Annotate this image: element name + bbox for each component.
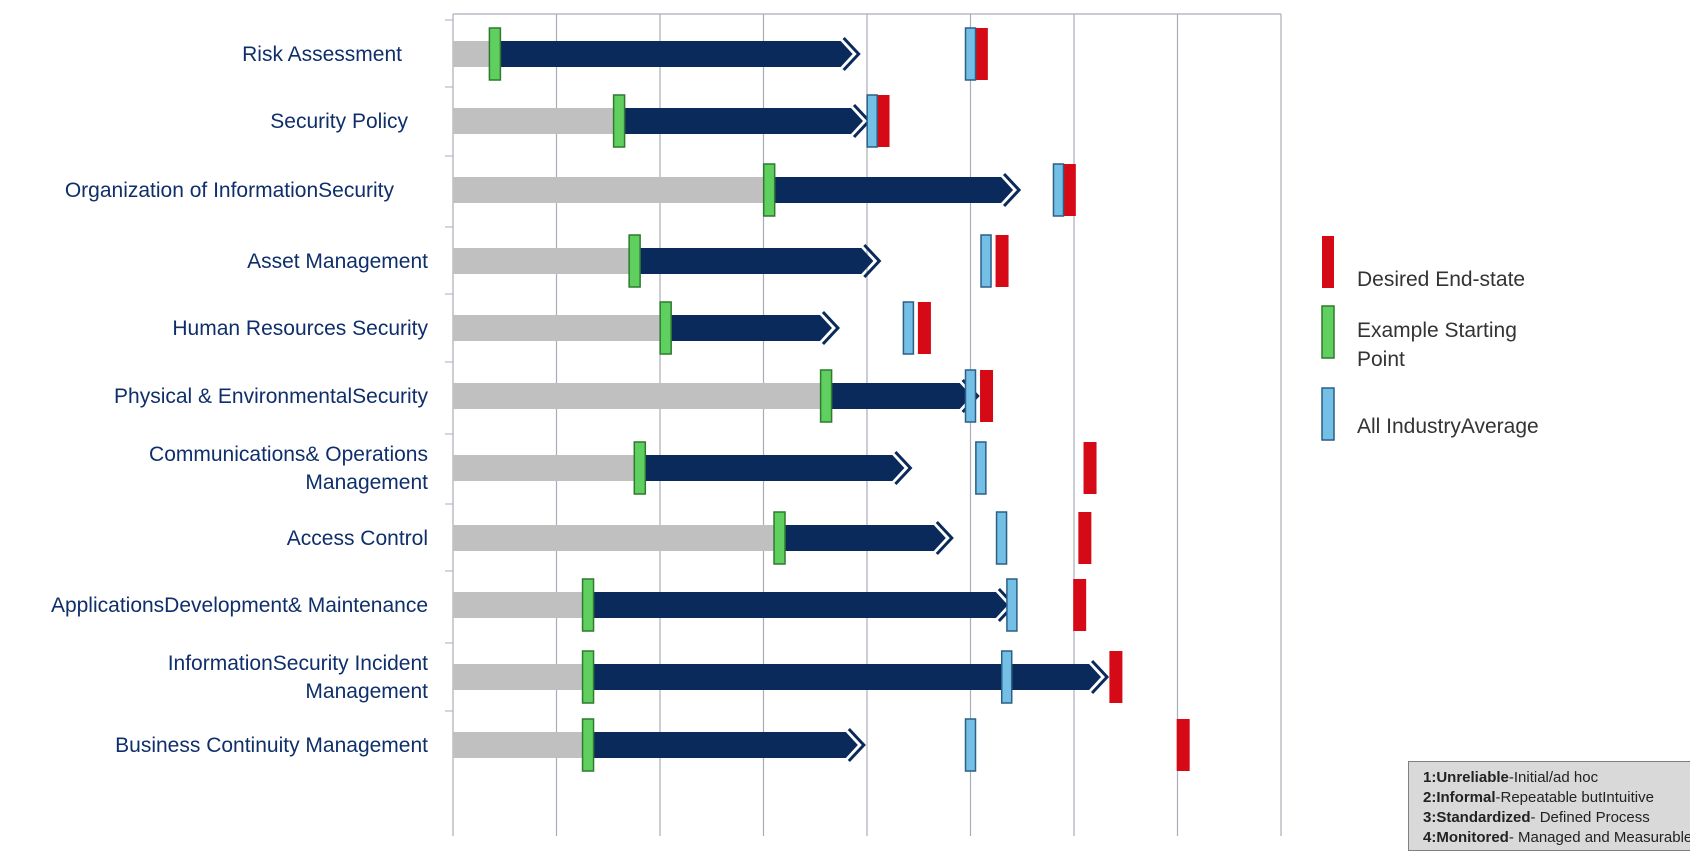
industry-average-marker: [964, 27, 977, 81]
category-label: Business Continuity Management: [115, 734, 428, 757]
legend-label: Point: [1357, 348, 1405, 371]
baseline-bar: [453, 41, 495, 67]
scale-note: 4:Monitored- Managed and Measurable: [1423, 829, 1690, 846]
legend-label: Example Starting: [1357, 319, 1517, 342]
progress-arrow-tip: [1090, 659, 1110, 695]
legend-swatch: [1322, 236, 1334, 288]
baseline-bar: [453, 383, 826, 409]
progress-arrow-tip: [894, 450, 913, 486]
starting-point-marker: [633, 441, 647, 495]
starting-point-marker: [628, 234, 641, 288]
legend-swatch: [1321, 305, 1335, 359]
desired-end-state-marker: [876, 95, 890, 147]
starting-point-marker: [659, 301, 672, 355]
scale-note: 2:Informal-Repeatable butIntuitive: [1423, 789, 1654, 806]
starting-point-marker: [581, 718, 595, 772]
baseline-bar: [453, 664, 588, 690]
category-label: Access Control: [287, 527, 428, 550]
progress-arrow-tip: [863, 243, 882, 279]
progress-arrow: [825, 383, 972, 409]
desired-end-state-marker: [980, 370, 994, 422]
category-label: Human Resources Security: [172, 317, 428, 340]
category-label: Communications& Operations: [149, 443, 428, 466]
progress-arrow-tip: [935, 520, 954, 556]
desired-end-state-marker: [1176, 719, 1190, 771]
progress-arrow-tip: [842, 36, 861, 72]
baseline-bar: [453, 525, 780, 551]
progress-arrow: [494, 41, 853, 67]
progress-arrow: [587, 664, 1102, 690]
baseline-bar: [453, 108, 619, 134]
maturity-scale-box: 1:Unreliable-Initial/ad hoc 2:Informal-R…: [1408, 761, 1690, 851]
desired-end-state-marker: [1073, 579, 1087, 631]
progress-arrow-tip: [821, 310, 841, 346]
industry-average-marker: [995, 511, 1008, 565]
category-label: Management: [305, 680, 428, 703]
desired-end-state-marker: [1062, 164, 1076, 216]
starting-point-marker: [581, 578, 595, 632]
industry-average-marker: [1000, 650, 1013, 704]
baseline-bar: [453, 177, 769, 203]
progress-arrow: [665, 315, 832, 341]
desired-end-state-marker: [1083, 442, 1097, 494]
progress-arrow: [634, 248, 874, 274]
desired-end-state-marker: [1078, 512, 1092, 564]
baseline-bar: [453, 248, 635, 274]
industry-average-marker: [980, 234, 992, 288]
category-label: Management: [305, 471, 428, 494]
desired-end-state-marker: [974, 28, 988, 80]
desired-end-state-marker: [1109, 651, 1123, 703]
bars: [453, 27, 1190, 772]
starting-point-marker: [819, 369, 833, 423]
progress-arrow-tip: [847, 727, 866, 763]
scale-note: 3:Standardized- Defined Process: [1423, 809, 1650, 826]
legend: Desired End-state Example Starting Point Al…: [1321, 236, 1539, 441]
category-label: Physical & EnvironmentalSecurity: [114, 385, 428, 408]
category-label: Security Policy: [270, 110, 408, 133]
desired-end-state-marker: [995, 235, 1009, 287]
scale-note: 1:Unreliable-Initial/ad hoc: [1423, 769, 1599, 786]
grid: [445, 13, 1282, 836]
progress-arrow: [587, 732, 858, 758]
desired-end-state-marker: [917, 302, 931, 354]
baseline-bar: [453, 592, 588, 618]
progress-arrow-tip: [1002, 172, 1022, 208]
category-label: Organization of InformationSecurity: [65, 179, 395, 202]
category-label: InformationSecurity Incident: [168, 652, 428, 675]
starting-point-marker: [762, 163, 776, 217]
baseline-bar: [453, 455, 640, 481]
industry-average-marker: [1006, 578, 1018, 632]
progress-arrow: [779, 525, 946, 551]
category-label: ApplicationsDevelopment& Maintenance: [51, 594, 428, 617]
industry-average-marker: [964, 718, 977, 772]
progress-arrow: [768, 177, 1014, 203]
legend-label: Desired End-state: [1357, 268, 1525, 291]
industry-average-marker: [975, 441, 987, 495]
legend-swatch: [1321, 387, 1335, 441]
progress-arrow: [587, 592, 1008, 618]
legend-label: All IndustryAverage: [1357, 415, 1539, 438]
industry-average-marker: [964, 369, 977, 423]
baseline-bar: [453, 732, 588, 758]
starting-point-marker: [581, 650, 595, 704]
progress-arrow: [639, 455, 905, 481]
industry-average-marker: [902, 301, 915, 355]
baseline-bar: [453, 315, 666, 341]
category-labels: Risk Assessment Security Policy Organizati…: [51, 43, 429, 757]
starting-point-marker: [773, 511, 786, 565]
category-label: Risk Assessment: [242, 43, 402, 66]
industry-average-marker: [1052, 163, 1065, 217]
starting-point-marker: [488, 27, 502, 81]
starting-point-marker: [612, 94, 626, 148]
category-label: Asset Management: [247, 250, 428, 273]
progress-arrow: [618, 108, 863, 134]
industry-average-marker: [866, 94, 878, 148]
